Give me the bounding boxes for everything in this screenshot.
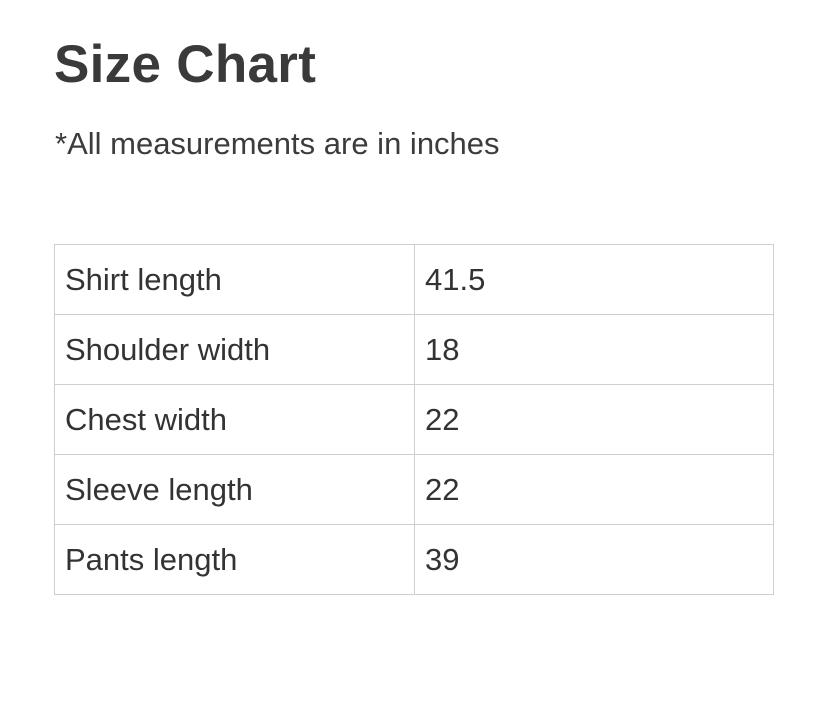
page-title: Size Chart (54, 35, 317, 94)
row-label: Chest width (54, 384, 415, 455)
row-label: Sleeve length (54, 454, 415, 525)
table-row: Shirt length 41.5 (54, 244, 774, 315)
measurement-note: *All measurements are in inches (55, 126, 500, 161)
row-label: Shirt length (54, 244, 415, 315)
table-row: Pants length 39 (54, 524, 774, 595)
row-value: 39 (414, 524, 774, 595)
row-label: Shoulder width (54, 314, 415, 385)
table-row: Shoulder width 18 (54, 314, 774, 385)
row-value: 41.5 (414, 244, 774, 315)
row-value: 18 (414, 314, 774, 385)
row-value: 22 (414, 384, 774, 455)
size-table: Shirt length 41.5 Shoulder width 18 Chest … (54, 244, 774, 595)
table-row: Chest width 22 (54, 384, 774, 455)
table-row: Sleeve length 22 (54, 454, 774, 525)
row-label: Pants length (54, 524, 415, 595)
row-value: 22 (414, 454, 774, 525)
